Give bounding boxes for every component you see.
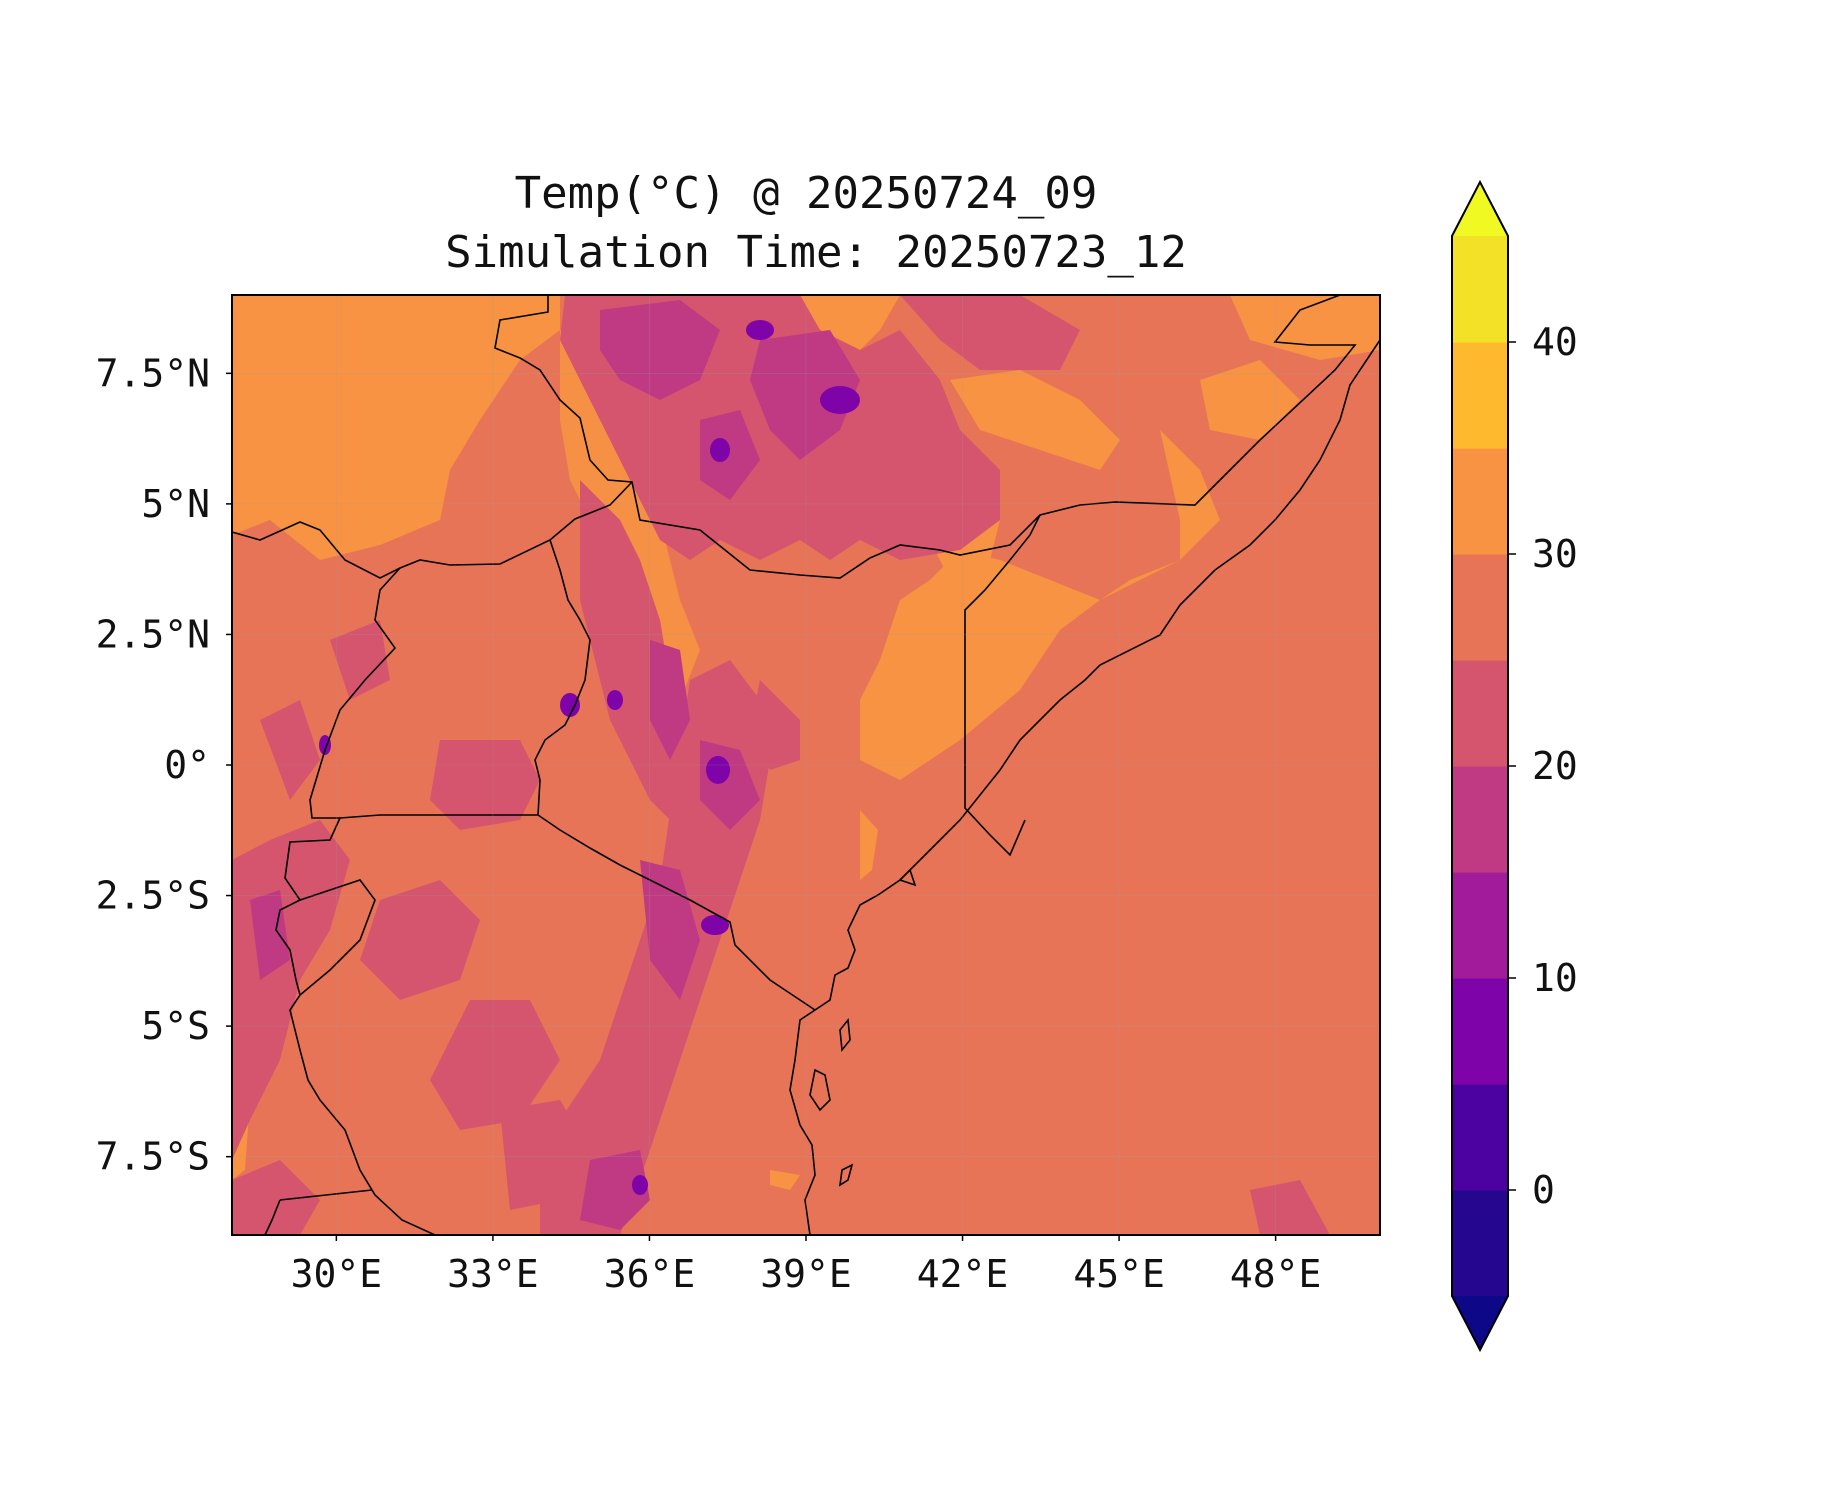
colorbar-segment (1452, 978, 1508, 1085)
colorbar-over-arrow (1452, 182, 1508, 236)
colorbar-segment (1452, 554, 1508, 661)
colorbar-segment (1452, 766, 1508, 873)
colorbar-segment (1452, 660, 1508, 767)
very-cold-spots (319, 320, 860, 1195)
colorbar-tick-label: 10 (1532, 956, 1578, 1000)
colorbar-segment (1452, 342, 1508, 449)
colorbar-outline (1451, 179, 1509, 1353)
colorbar-tick-label: 30 (1532, 532, 1578, 576)
title-line-1: Temp(°C) @ 20250724_09 (515, 168, 1098, 219)
y-tick-label: 5°N (141, 482, 210, 526)
y-tick-label: 7.5°N (96, 351, 210, 395)
title-line-2: Simulation Time: 20250723_12 (445, 227, 1187, 278)
x-tick-label: 33°E (447, 1252, 539, 1296)
colorbar-tick-label: 0 (1532, 1168, 1555, 1212)
y-tick-label: 7.5°S (96, 1135, 210, 1179)
colorbar-under-arrow (1452, 1296, 1508, 1350)
x-tick-label: 42°E (917, 1252, 1009, 1296)
colorbar-segment (1452, 872, 1508, 979)
country-borders (232, 295, 1357, 1235)
y-tick-label: 2.5°S (96, 874, 210, 918)
y-tick-label: 2.5°N (96, 612, 210, 656)
colorbar-segment (1452, 236, 1508, 343)
colorbar-tick-label: 40 (1532, 320, 1578, 364)
x-axis-ticks: 30°E 33°E 36°E 39°E 42°E 45°E 48°E (291, 1235, 1322, 1296)
colorbar-segment (1452, 448, 1508, 555)
y-tick-label: 5°S (141, 1004, 210, 1048)
colorbar-segment (1452, 1190, 1508, 1297)
x-tick-label: 45°E (1073, 1252, 1165, 1296)
graticule (232, 295, 1380, 1235)
x-tick-label: 30°E (291, 1252, 383, 1296)
x-tick-label: 36°E (604, 1252, 696, 1296)
colorbar-segment (1452, 1084, 1508, 1191)
colorbar-tick-label: 20 (1532, 744, 1578, 788)
coastline (789, 339, 1380, 1235)
x-tick-label: 39°E (760, 1252, 852, 1296)
colorbar: 0 10 20 30 40 (1451, 179, 1578, 1353)
x-tick-label: 48°E (1230, 1252, 1322, 1296)
y-tick-label: 0° (164, 743, 210, 787)
y-axis-ticks: 7.5°N 5°N 2.5°N 0° 2.5°S 5°S 7.5°S (96, 351, 232, 1179)
map-panel (232, 295, 1380, 1235)
